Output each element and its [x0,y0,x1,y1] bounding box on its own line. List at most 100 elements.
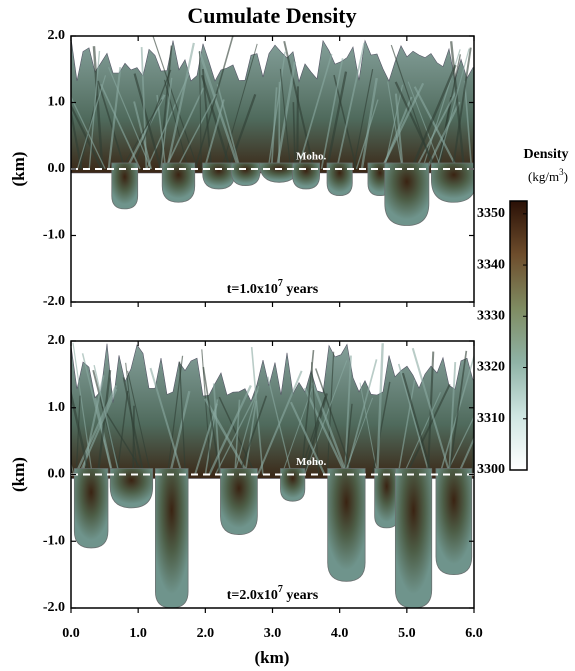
streak [402,392,442,475]
y-axis-label: (km) [9,457,28,492]
plume [435,468,473,576]
streak [360,77,378,170]
x-axis-label: (km) [255,648,290,667]
moho-label: Moho. [296,151,327,163]
streak [457,436,474,475]
streak [71,95,106,170]
time-suffix: years [283,588,319,603]
streak [407,81,442,170]
streak [299,396,326,475]
streak [97,80,126,170]
streak [92,46,104,170]
colorbar-title: Density [523,147,568,162]
unit-exponent: 3 [559,167,564,177]
streak [133,73,162,170]
streak [101,406,145,475]
streak [300,349,315,475]
streak [471,388,474,475]
plume [326,162,353,197]
streak [311,362,320,475]
streak [132,405,135,475]
y-tick-label: 0.0 [48,161,66,176]
streak [74,385,118,475]
x-tick-label: 2.0 [197,626,215,641]
streak [355,99,379,170]
time-exponent: 7 [278,278,283,289]
plume [155,468,189,608]
streak [380,82,425,170]
streak [289,401,326,475]
streak [297,53,333,170]
y-tick-label: 1.0 [48,400,66,415]
colorbar-tick-label: 3300 [477,462,505,477]
streak [326,351,335,475]
streak [140,47,148,170]
time-prefix: t=1.0x10 [227,282,278,297]
streak [352,69,374,170]
streak [233,385,260,475]
colorbar-tick-label: 3350 [477,206,505,221]
x-tick-label: 0.0 [62,626,80,641]
streak [175,93,217,170]
y-tick-label: 2.0 [48,28,66,43]
plume [73,468,109,549]
streak [164,87,205,170]
time-label: t=1.0x107 years [227,278,319,297]
streak [221,43,258,170]
streak [333,74,358,170]
streak [194,403,218,475]
streak [387,81,403,170]
colorbar-tick-label: 3330 [477,309,505,324]
plume [111,162,139,210]
streak [152,36,199,170]
streak [267,51,286,170]
streak [71,103,103,170]
time-label: t=2.0x107 years [227,584,319,603]
streak [303,387,347,475]
x-tick-label: 5.0 [398,626,416,641]
streak [410,64,457,170]
streak [198,50,240,170]
streak [325,71,348,170]
streak [116,390,129,475]
streak [283,40,315,170]
streak [156,94,167,170]
streak [216,84,241,170]
streak [120,99,163,170]
streak [75,395,81,475]
streak [71,388,91,475]
x-tick-label: 1.0 [129,626,147,641]
streak [335,42,366,170]
streak [238,395,268,475]
streak [304,360,348,475]
streak [436,48,470,170]
streak [71,107,83,170]
x-tick-label: 6.0 [465,626,483,641]
y-tick-label: -1.0 [43,533,65,548]
streak [448,350,468,475]
streak [133,101,152,170]
streak [320,58,344,170]
streak [131,69,172,170]
streak [149,367,184,475]
streak [227,93,257,170]
unit-prefix: (kg/m [528,169,559,184]
streak [425,101,461,170]
time-exponent: 7 [278,584,283,595]
streak [160,77,173,170]
streak [212,383,221,475]
streak [376,343,384,475]
plume [202,162,236,190]
y-tick-label: -1.0 [43,228,65,243]
streak [292,102,296,170]
streak [178,361,186,475]
streak [203,99,225,170]
y-tick-label: 1.0 [48,95,66,110]
streak [281,388,313,475]
streak [158,45,173,170]
time-prefix: t=2.0x10 [227,588,278,603]
streak [257,370,303,475]
unit-suffix: ) [564,169,568,184]
streak [279,68,292,170]
